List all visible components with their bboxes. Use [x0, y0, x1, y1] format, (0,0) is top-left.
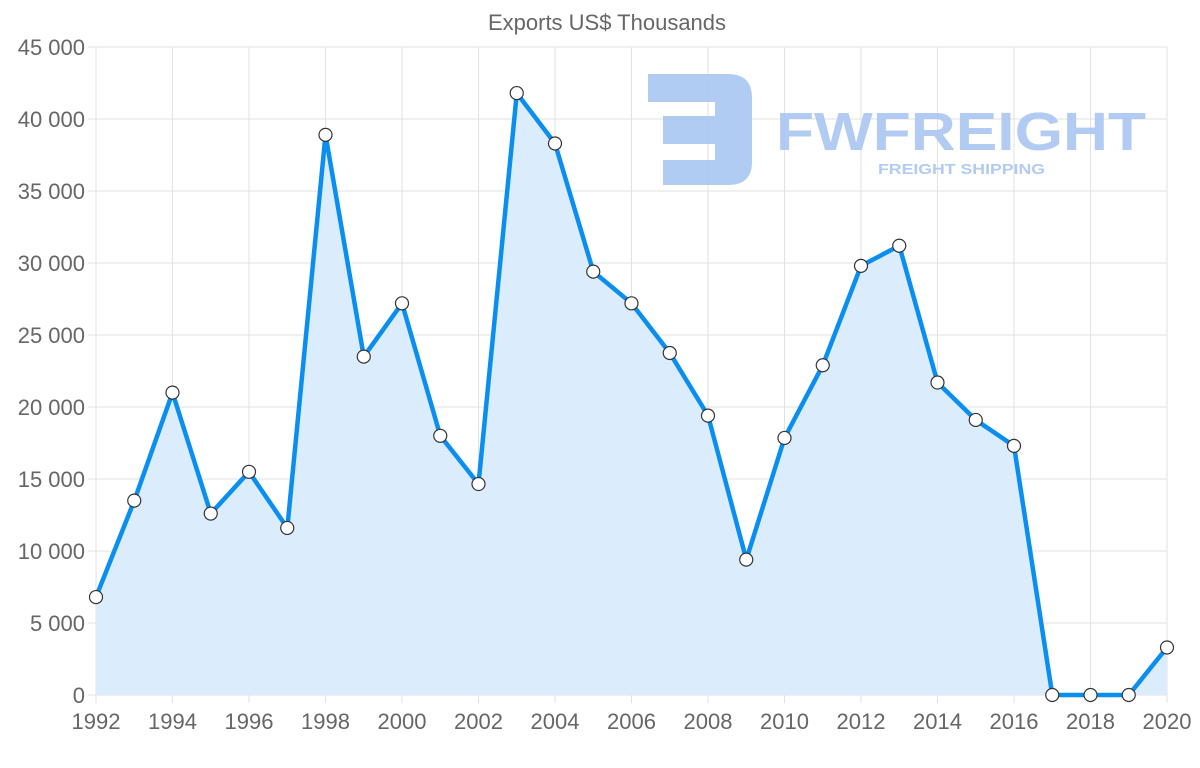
x-tick-label: 2012: [837, 709, 886, 734]
series-area: [96, 93, 1167, 696]
x-tick-label: 2016: [990, 709, 1039, 734]
data-point-2000: [394, 296, 410, 311]
y-axis: 0 5 000 10 000 15 000 20 000 25 000 30 000 35 0…: [18, 35, 85, 708]
data-point-2020: [1159, 640, 1175, 655]
data-point-2016: [1006, 438, 1022, 453]
x-tick-label: 2014: [913, 709, 962, 734]
x-tick-label: 1994: [148, 709, 197, 734]
data-point-2007: [662, 345, 677, 361]
watermark-logo: FWFREIGHT FREIGHT SHIPPING: [648, 74, 1146, 185]
y-tick-label: 20 000: [18, 395, 85, 420]
data-points: [88, 85, 1175, 703]
data-point-1992: [88, 589, 104, 605]
y-tick-label: 25 000: [18, 323, 85, 348]
svg-text:FREIGHT SHIPPING: FREIGHT SHIPPING: [878, 161, 1045, 178]
x-tick-label: 2020: [1143, 709, 1192, 734]
x-tick-label: 1992: [72, 709, 121, 734]
data-point-2004: [547, 136, 563, 151]
y-tick-label: 40 000: [18, 107, 85, 132]
data-point-1994: [165, 385, 180, 400]
data-point-2009: [739, 552, 754, 567]
data-point-1998: [318, 127, 333, 142]
x-tick-label: 2018: [1066, 709, 1115, 734]
x-tick-label: 2004: [531, 709, 580, 734]
data-point-2014: [930, 375, 945, 390]
data-point-2017: [1045, 687, 1060, 703]
y-tick-label: 0: [73, 683, 85, 708]
svg-text:FWFREIGHT: FWFREIGHT: [776, 102, 1146, 162]
data-point-2019: [1121, 687, 1136, 703]
x-tick-label: 2006: [607, 709, 656, 734]
y-tick-label: 45 000: [18, 35, 85, 60]
y-tick-label: 35 000: [18, 179, 85, 204]
data-point-2001: [433, 428, 448, 443]
data-point-2008: [700, 408, 716, 423]
data-point-2013: [892, 238, 907, 253]
data-point-2018: [1083, 687, 1098, 703]
data-point-1996: [241, 464, 257, 479]
x-tick-label: 2008: [684, 709, 733, 734]
data-point-1999: [356, 349, 371, 364]
data-point-2015: [968, 412, 983, 428]
data-point-2003: [509, 85, 524, 101]
data-point-1993: [127, 493, 142, 508]
x-tick-label: 2000: [378, 709, 427, 734]
y-tick-label: 10 000: [18, 539, 85, 564]
data-point-2012: [853, 258, 869, 273]
x-tick-label: 1998: [301, 709, 350, 734]
y-tick-label: 30 000: [18, 251, 85, 276]
y-tick-label: 15 000: [18, 467, 85, 492]
data-point-2005: [586, 264, 601, 279]
x-tick-label: 2002: [454, 709, 503, 734]
data-point-2002: [471, 476, 486, 492]
data-point-2006: [624, 296, 639, 311]
y-tick-label: 5 000: [30, 611, 85, 636]
x-tick-label: 2010: [760, 709, 809, 734]
x-axis: 1992 1994 1996 1998 2000 2002 2004 2006 2008 2010…: [72, 709, 1192, 734]
data-point-2011: [815, 358, 830, 373]
chart-title: Exports US$ Thousands: [488, 10, 726, 35]
data-point-2010: [777, 430, 792, 446]
data-point-1995: [203, 506, 218, 521]
data-point-1997: [280, 520, 295, 536]
x-tick-label: 1996: [225, 709, 274, 734]
